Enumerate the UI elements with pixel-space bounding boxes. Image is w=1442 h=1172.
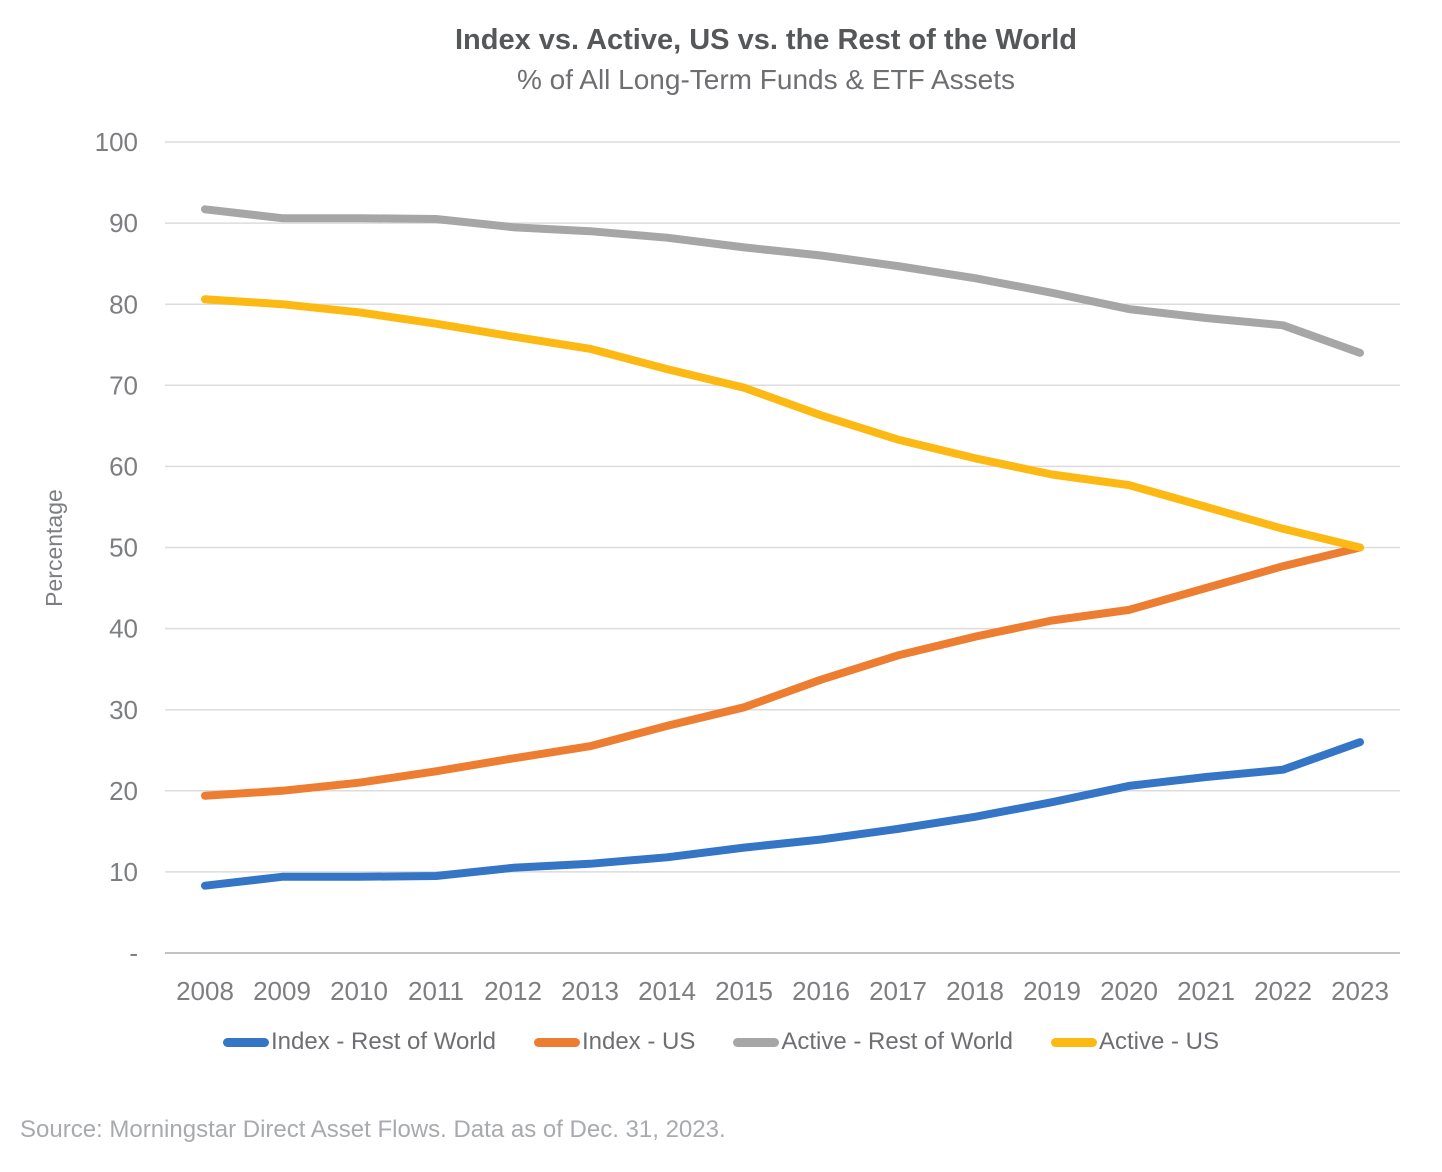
legend-swatch xyxy=(222,1037,269,1047)
legend-item-index-us: Index - US xyxy=(533,1028,696,1056)
chart-legend: Index - Rest of World Index - US Active … xyxy=(0,1028,1442,1056)
x-tick-label-2015: 2015 xyxy=(715,976,773,1006)
y-tick-label-20: 20 xyxy=(109,776,138,806)
x-tick-label-2023: 2023 xyxy=(1331,976,1389,1006)
series-line-index-rest-of-world xyxy=(201,738,1364,890)
legend-label: Active - US xyxy=(1098,1028,1220,1055)
x-tick-label-2019: 2019 xyxy=(1023,976,1081,1006)
legend-label: Index - US xyxy=(581,1028,696,1055)
x-tick-label-2010: 2010 xyxy=(330,976,388,1006)
x-tick-label-2009: 2009 xyxy=(253,976,311,1006)
y-tick-label-30: 30 xyxy=(109,695,138,725)
y-tick-label-0: - xyxy=(129,938,138,968)
y-tick-label-40: 40 xyxy=(109,614,138,644)
x-tick-label-2020: 2020 xyxy=(1100,976,1158,1006)
x-tick-label-2021: 2021 xyxy=(1177,976,1235,1006)
x-tick-label-2016: 2016 xyxy=(792,976,850,1006)
y-tick-label-60: 60 xyxy=(109,452,138,482)
y-tick-label-50: 50 xyxy=(109,533,138,563)
legend-label: Active - Rest of World xyxy=(781,1028,1013,1055)
y-tick-label-10: 10 xyxy=(109,857,138,887)
chart-subtitle: % of All Long-Term Funds & ETF Assets xyxy=(517,64,1015,95)
x-tick-label-2014: 2014 xyxy=(638,976,696,1006)
legend-item-active-us: Active - US xyxy=(1050,1028,1220,1056)
legend-item-active-rest-of-world: Active - Rest of World xyxy=(733,1028,1013,1056)
x-tick-label-2008: 2008 xyxy=(176,976,234,1006)
source-note: Source: Morningstar Direct Asset Flows. … xyxy=(20,1116,726,1143)
series-line-active-us xyxy=(201,295,1364,552)
y-tick-label-100: 100 xyxy=(95,127,138,157)
chart-title: Index vs. Active, US vs. the Rest of the… xyxy=(454,24,1078,56)
legend-swatch xyxy=(533,1037,580,1047)
x-tick-label-2012: 2012 xyxy=(484,976,542,1006)
legend-swatch xyxy=(1050,1037,1097,1047)
series-line-active-rest-of-world xyxy=(201,205,1364,357)
y-tick-label-80: 80 xyxy=(109,289,138,319)
y-axis-title: Percentage xyxy=(41,489,67,607)
legend-label: Index - Rest of World xyxy=(270,1028,496,1055)
x-tick-label-2011: 2011 xyxy=(408,976,464,1006)
y-tick-label-90: 90 xyxy=(109,208,138,238)
x-tick-label-2022: 2022 xyxy=(1254,976,1312,1006)
legend-item-index-rest-of-world: Index - Rest of World xyxy=(222,1028,496,1056)
x-tick-label-2018: 2018 xyxy=(946,976,1004,1006)
y-tick-label-70: 70 xyxy=(109,370,138,400)
series-line-index-us xyxy=(201,543,1364,800)
x-tick-label-2017: 2017 xyxy=(869,976,927,1006)
legend-swatch xyxy=(733,1037,780,1047)
x-tick-label-2013: 2013 xyxy=(561,976,619,1006)
